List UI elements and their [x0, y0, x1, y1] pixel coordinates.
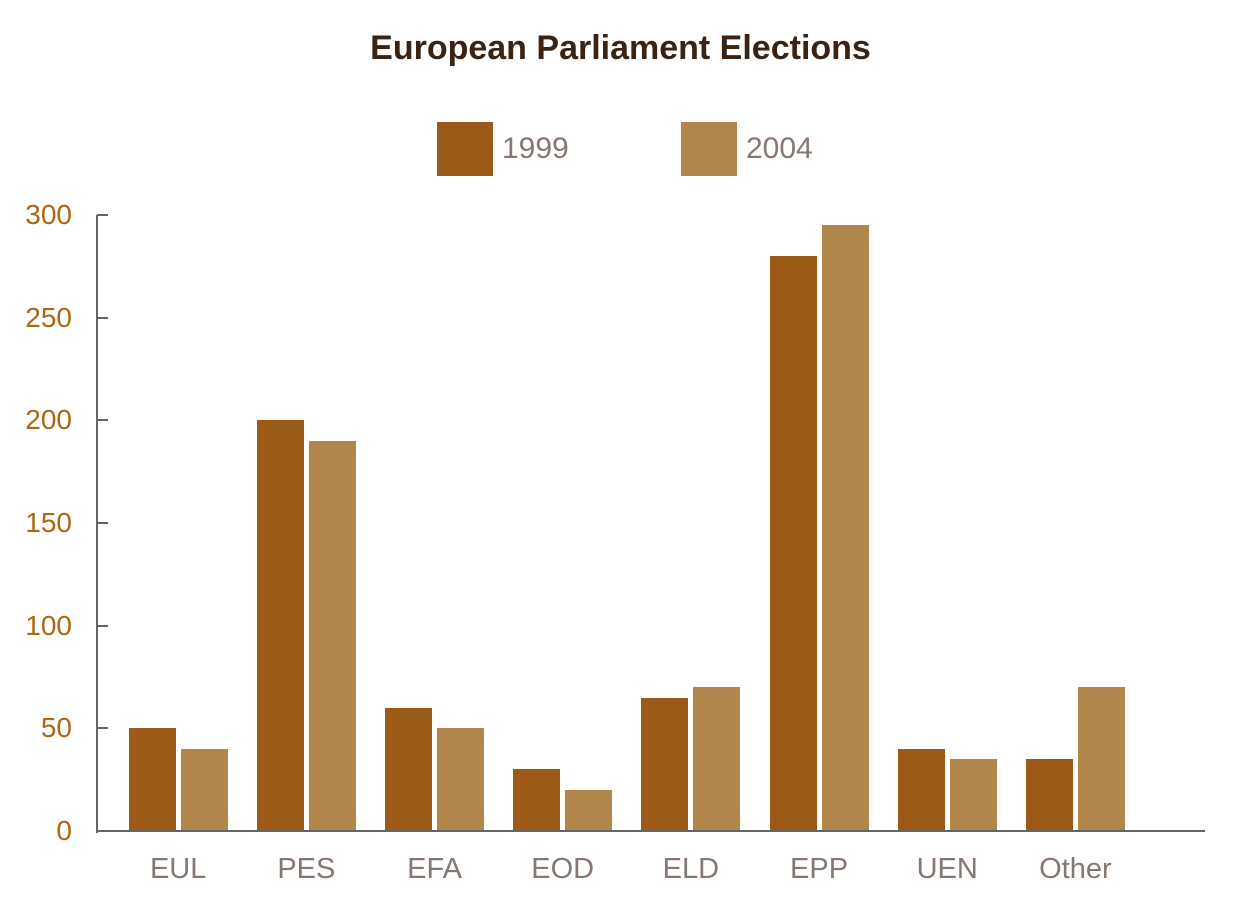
- x-category-label: EOD: [531, 853, 595, 885]
- legend-label-2004: 2004: [746, 132, 813, 165]
- legend-item-2004: 2004: [681, 122, 813, 176]
- x-category-label: Other: [1039, 853, 1112, 885]
- y-tick-label: 100: [25, 609, 72, 641]
- bar-2004-EUL: [180, 748, 228, 831]
- bar-2004-EOD: [565, 789, 613, 831]
- bar-1999-Other: [1025, 759, 1073, 831]
- bar-1999-UEN: [897, 748, 945, 831]
- bar-1999-EPP: [769, 256, 817, 831]
- bar-1999-EUL: [128, 728, 176, 831]
- legend-swatch-2004: [681, 122, 737, 176]
- x-category-label: EPP: [790, 853, 849, 885]
- legend-item-1999: 1999: [437, 122, 569, 176]
- y-tick-label: 50: [40, 712, 72, 744]
- y-axis-line: [96, 215, 98, 833]
- bar-2004-UEN: [949, 759, 997, 831]
- bar-1999-PES: [256, 420, 304, 831]
- bar-1999-ELD: [641, 697, 689, 831]
- y-tick-label: 0: [56, 815, 72, 846]
- bar-2004-PES: [308, 440, 356, 831]
- legend-label-1999: 1999: [502, 132, 569, 165]
- x-category-label: EFA: [407, 853, 462, 885]
- legend-swatch-1999: [437, 122, 493, 176]
- bar-1999-EFA: [385, 707, 433, 831]
- x-category-label: EUL: [149, 853, 207, 885]
- bar-2004-EFA: [437, 728, 485, 831]
- bar-2004-ELD: [693, 687, 741, 831]
- y-tick: [97, 316, 108, 319]
- y-tick-label: 200: [25, 404, 72, 436]
- y-tick: [97, 727, 108, 730]
- y-tick-label: 150: [25, 507, 72, 538]
- x-axis-line: [96, 830, 1205, 832]
- bar-2004-EPP: [821, 225, 869, 831]
- y-tick: [97, 214, 108, 216]
- y-tick-label: 300: [25, 199, 72, 230]
- bar-1999-EOD: [513, 769, 561, 831]
- y-tick: [97, 624, 108, 627]
- x-category-label: UEN: [916, 853, 978, 885]
- x-category-label: PES: [277, 853, 336, 885]
- y-tick: [97, 419, 108, 422]
- x-category-label: ELD: [662, 853, 720, 885]
- chart-title: European Parliament Elections: [370, 29, 871, 67]
- bar-2004-Other: [1077, 687, 1125, 831]
- y-tick: [97, 522, 108, 524]
- y-tick-label: 250: [25, 301, 72, 333]
